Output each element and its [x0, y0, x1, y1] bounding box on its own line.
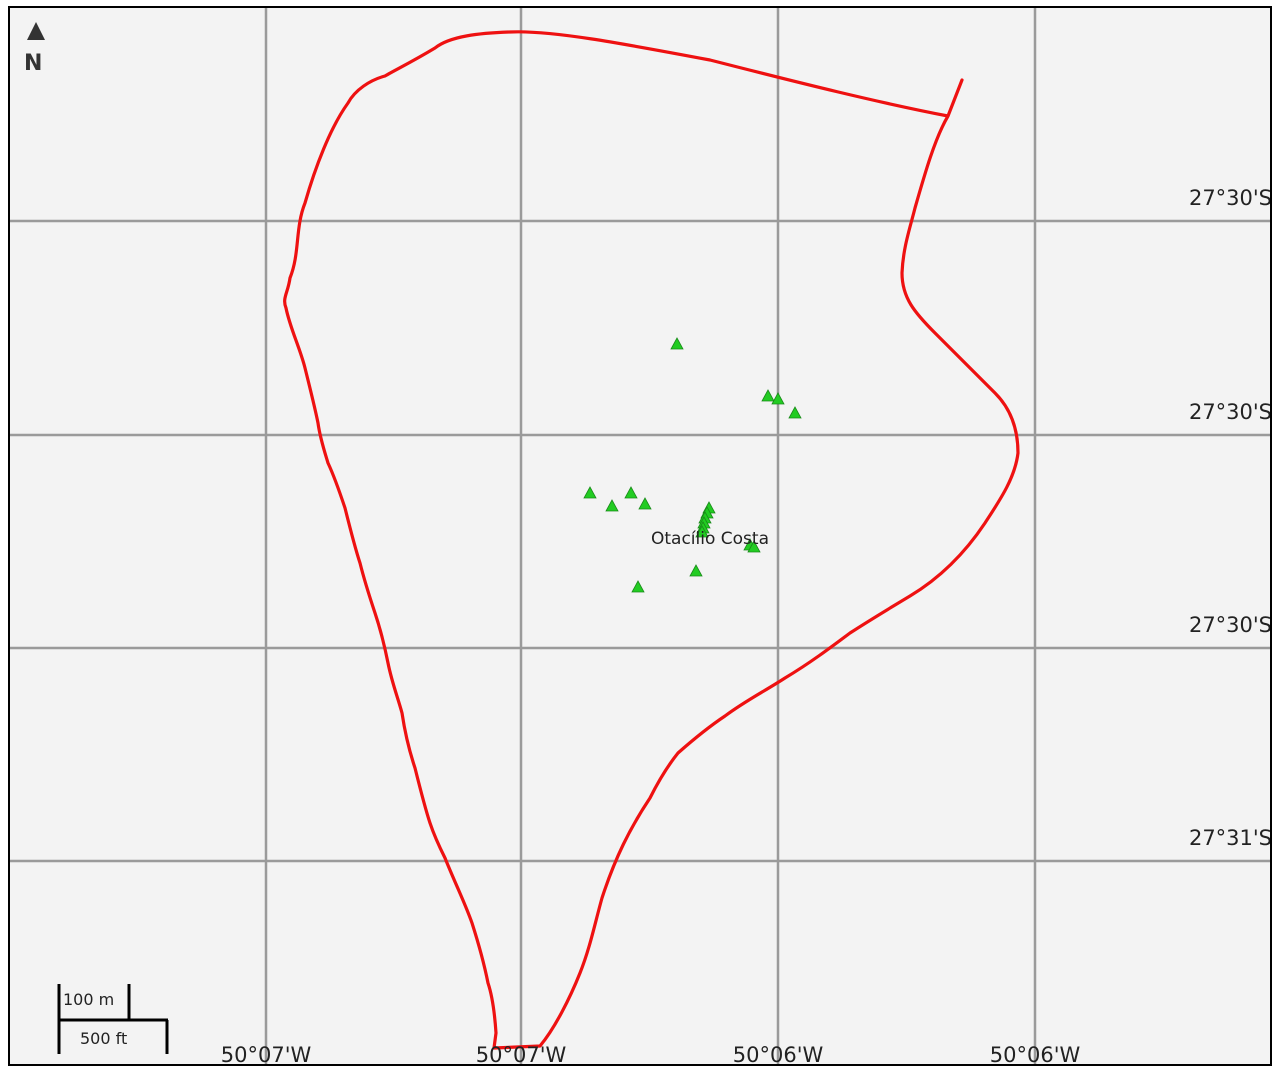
- north-arrow-icon: [27, 22, 45, 40]
- latitude-label: 27°31'S: [1189, 826, 1272, 850]
- point-markers: [583, 337, 802, 593]
- triangle-marker-icon[interactable]: [631, 580, 645, 593]
- scale-metric-label: 100 m: [63, 990, 114, 1009]
- triangle-marker-icon[interactable]: [761, 389, 775, 402]
- longitude-label: 50°07'W: [476, 1043, 567, 1066]
- longitude-label: 50°07'W: [221, 1043, 312, 1066]
- triangle-marker-icon[interactable]: [638, 497, 652, 510]
- longitude-labels: 50°07'W 50°07'W 50°06'W 50°06'W: [221, 1043, 1081, 1066]
- triangle-marker-icon[interactable]: [624, 486, 638, 499]
- place-label: Otacílio Costa: [651, 529, 769, 549]
- north-arrow: N: [24, 22, 45, 76]
- municipality-boundary[interactable]: [283, 30, 1020, 1050]
- latitude-labels: 27°30'S 27°30'S 27°30'S 27°31'S: [1189, 186, 1272, 850]
- map-canvas[interactable]: N 27°30'S 27°30'S 27°30'S 27°31'S 50°07'…: [8, 6, 1272, 1066]
- triangle-marker-icon[interactable]: [605, 499, 619, 512]
- latitude-label: 27°30'S: [1189, 613, 1272, 637]
- scale-bar: 100 m 500 ft: [57, 984, 169, 1054]
- scale-imperial-label: 500 ft: [80, 1029, 127, 1048]
- triangle-marker-icon[interactable]: [771, 392, 785, 405]
- latitude-label: 27°30'S: [1189, 186, 1272, 210]
- graticule: [10, 8, 1270, 1064]
- triangle-marker-icon[interactable]: [747, 540, 761, 553]
- triangle-marker-icon[interactable]: [695, 525, 709, 538]
- triangle-marker-icon[interactable]: [689, 564, 703, 577]
- longitude-label: 50°06'W: [990, 1043, 1081, 1066]
- triangle-marker-icon[interactable]: [670, 337, 684, 350]
- latitude-label: 27°30'S: [1189, 400, 1272, 424]
- north-letter: N: [24, 51, 42, 76]
- triangle-marker-icon[interactable]: [583, 486, 597, 499]
- triangle-marker-icon[interactable]: [788, 406, 802, 419]
- longitude-label: 50°06'W: [733, 1043, 824, 1066]
